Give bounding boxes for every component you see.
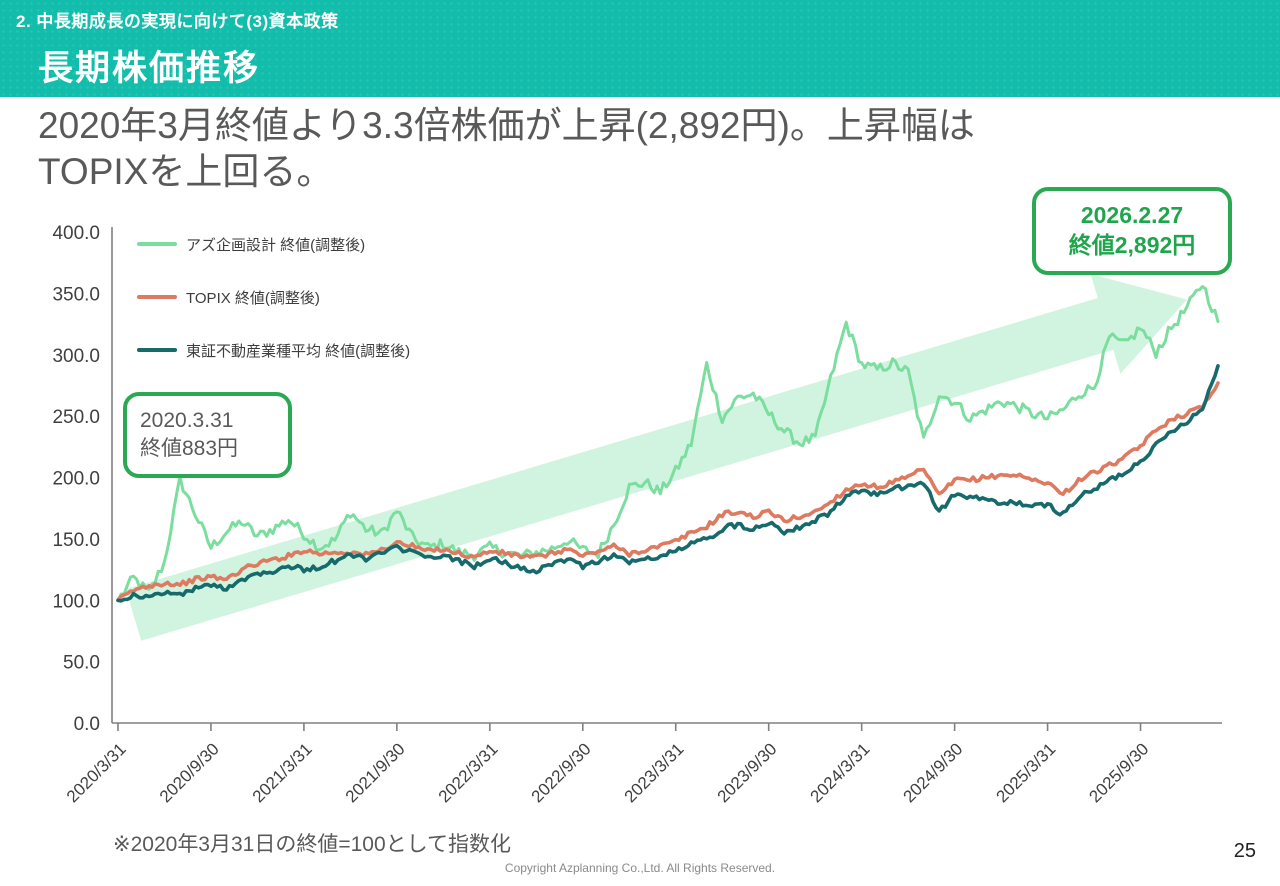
callout-start-date: 2020.3.31	[140, 409, 234, 433]
svg-text:2022/3/31: 2022/3/31	[435, 739, 502, 806]
svg-text:250.0: 250.0	[52, 407, 100, 428]
svg-text:350.0: 350.0	[52, 284, 100, 305]
svg-text:400.0: 400.0	[52, 223, 100, 244]
svg-text:200.0: 200.0	[52, 469, 100, 490]
svg-text:2025/9/30: 2025/9/30	[1085, 739, 1152, 806]
svg-text:2022/9/30: 2022/9/30	[528, 739, 595, 806]
callout-end-value: 終値2,892円	[1068, 232, 1196, 258]
breadcrumb: 2. 中長期成長の実現に向けて(3)資本政策	[16, 12, 339, 31]
key-message-line2: TOPIXを上回る。	[38, 150, 334, 192]
page-title: 長期株価推移	[38, 49, 261, 88]
key-message-line1: 2020年3月終値より3.3倍株価が上昇(2,892円)。上昇幅は	[38, 105, 975, 146]
chart-legend: アズ企画設計 終値(調整後) TOPIX 終値(調整後) 東証不動産業種平均 終…	[137, 234, 410, 393]
svg-text:2021/3/31: 2021/3/31	[249, 739, 316, 806]
svg-text:2021/9/30: 2021/9/30	[342, 739, 409, 806]
header-band: 2. 中長期成長の実現に向けて(3)資本政策 長期株価推移	[0, 0, 1280, 97]
legend-item-fudosan: 東証不動産業種平均 終値(調整後)	[137, 340, 410, 360]
svg-text:2020/3/31: 2020/3/31	[63, 739, 130, 806]
callout-end-date: 2026.2.27	[1080, 202, 1184, 229]
legend-swatch-topix	[137, 295, 177, 299]
legend-swatch-fudosan	[137, 348, 177, 352]
legend-label-az: アズ企画設計 終値(調整後)	[186, 236, 366, 254]
legend-swatch-az	[137, 242, 177, 246]
callout-end-price: 2026.2.27 終値2,892円	[1032, 187, 1232, 275]
svg-text:0.0: 0.0	[74, 714, 100, 735]
svg-text:50.0: 50.0	[63, 653, 100, 674]
svg-text:100.0: 100.0	[52, 591, 100, 612]
legend-item-topix: TOPIX 終値(調整後)	[137, 287, 410, 307]
svg-text:2024/3/31: 2024/3/31	[807, 739, 874, 806]
svg-text:2023/9/30: 2023/9/30	[714, 739, 781, 806]
svg-text:2020/9/30: 2020/9/30	[156, 739, 223, 806]
chart-series-lines	[116, 285, 1220, 603]
svg-text:300.0: 300.0	[52, 346, 100, 367]
svg-text:2023/3/31: 2023/3/31	[621, 739, 688, 806]
index-footnote: ※2020年3月31日の終値=100として指数化	[113, 833, 512, 856]
copyright: Copyright Azplanning Co.,Ltd. All Rights…	[504, 861, 776, 875]
svg-text:2024/9/30: 2024/9/30	[900, 739, 967, 806]
key-message: 2020年3月終値より3.3倍株価が上昇(2,892円)。上昇幅は TOPIXを…	[38, 103, 1248, 195]
page-number: 25	[1233, 840, 1256, 862]
legend-label-fudosan: 東証不動産業種平均 終値(調整後)	[186, 342, 411, 360]
legend-label-topix: TOPIX 終値(調整後)	[186, 289, 320, 307]
svg-text:2025/3/31: 2025/3/31	[992, 739, 1059, 806]
legend-item-az: アズ企画設計 終値(調整後)	[137, 234, 410, 254]
callout-start-value: 終値883円	[140, 437, 239, 460]
callout-start-price: 2020.3.31 終値883円	[123, 392, 292, 478]
svg-text:150.0: 150.0	[52, 530, 100, 551]
